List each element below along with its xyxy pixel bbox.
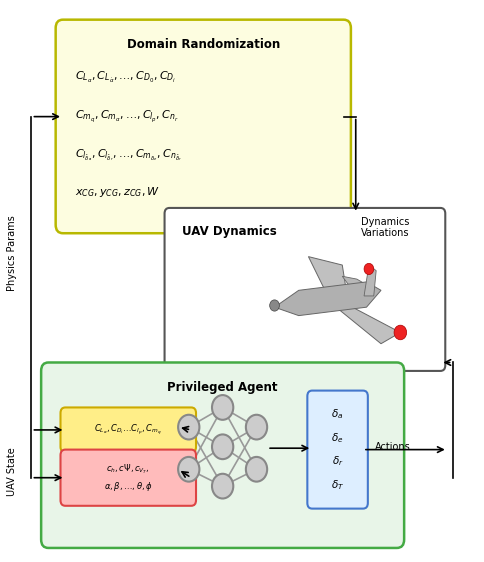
Circle shape (246, 457, 267, 482)
Circle shape (394, 325, 407, 340)
Polygon shape (274, 282, 381, 316)
Text: Privileged Agent: Privileged Agent (167, 381, 278, 394)
Text: $x_{CG}, y_{CG}, z_{CG}, W$: $x_{CG}, y_{CG}, z_{CG}, W$ (75, 185, 160, 199)
Text: $C_{L_\alpha}, C_{D_i}\ldots C_{l_p}, C_{m_q}$: $C_{L_\alpha}, C_{D_i}\ldots C_{l_p}, C_… (94, 423, 162, 437)
Text: $\delta_a$
$\delta_e$
$\delta_r$
$\delta_T$: $\delta_a$ $\delta_e$ $\delta_r$ $\delta… (331, 407, 344, 492)
Polygon shape (333, 305, 400, 344)
Polygon shape (308, 257, 347, 296)
FancyBboxPatch shape (60, 450, 196, 506)
Text: Actions: Actions (375, 442, 411, 452)
Circle shape (212, 395, 233, 420)
FancyBboxPatch shape (307, 391, 368, 509)
Text: $C_{L_\alpha}, C_{L_{\dot{\alpha}}}, \ldots, C_{D_0}, C_{D_i}$: $C_{L_\alpha}, C_{L_{\dot{\alpha}}}, \ld… (75, 70, 176, 85)
Text: Dynamics
Variations: Dynamics Variations (361, 217, 409, 238)
Text: $c_h, c\Psi, c_{V_T},$
$\alpha, \beta, \ldots, \theta, \phi$: $c_h, c\Psi, c_{V_T},$ $\alpha, \beta, \… (104, 462, 152, 493)
Circle shape (364, 264, 374, 275)
Polygon shape (342, 277, 371, 296)
FancyBboxPatch shape (60, 407, 196, 452)
Circle shape (270, 300, 279, 311)
Text: Physics Params: Physics Params (7, 215, 17, 291)
FancyBboxPatch shape (41, 362, 404, 548)
Text: Domain Randomization: Domain Randomization (127, 38, 280, 51)
Circle shape (212, 434, 233, 459)
Text: UAV State: UAV State (7, 448, 17, 496)
FancyBboxPatch shape (165, 208, 445, 371)
Circle shape (178, 457, 199, 482)
FancyBboxPatch shape (56, 20, 351, 233)
Text: $C_{l_{\hat{\delta}_a}}, C_{l_{\hat{\delta}_r}}, \ldots, C_{m_{\delta_e}}, C_{n_: $C_{l_{\hat{\delta}_a}}, C_{l_{\hat{\del… (75, 147, 182, 162)
Circle shape (178, 415, 199, 439)
Text: $C_{m_q}, C_{m_\alpha}, \ldots, C_{l_p}, C_{n_r}$: $C_{m_q}, C_{m_\alpha}, \ldots, C_{l_p},… (75, 108, 179, 125)
Polygon shape (364, 265, 376, 296)
Circle shape (212, 474, 233, 498)
Text: UAV Dynamics: UAV Dynamics (182, 225, 276, 238)
Circle shape (246, 415, 267, 439)
